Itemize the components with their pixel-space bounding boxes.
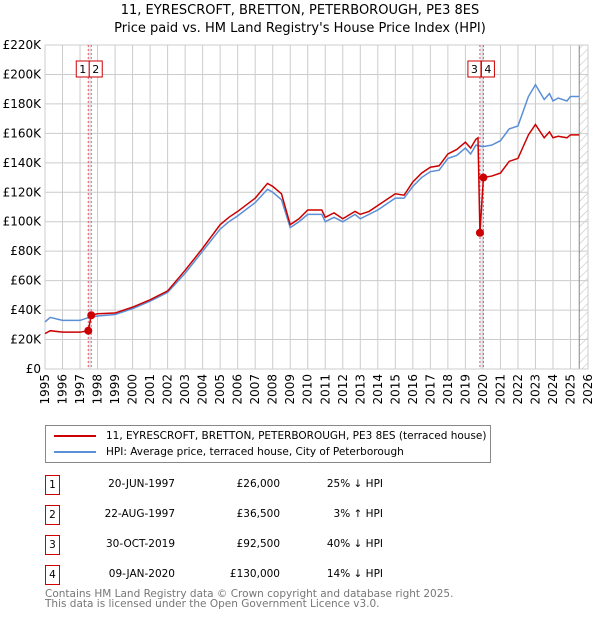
x-tick-label: 2002 (161, 374, 175, 405)
sale-marker-number: 2 (45, 505, 60, 525)
x-tick-label: 2018 (441, 374, 455, 405)
sale-date: 20-JUN-1997 (108, 478, 175, 490)
sale-hpi-diff: 40% ↓ HPI (326, 538, 383, 550)
sale-band (88, 45, 92, 369)
footer: Contains HM Land Registry data © Crown c… (45, 588, 454, 610)
sale-label-box (467, 60, 482, 78)
sale-hpi-diff: 14% ↓ HPI (326, 568, 383, 580)
sale-marker-number: 1 (45, 475, 60, 495)
sale-label: 3 (471, 63, 478, 76)
sale-marker-number: 3 (45, 535, 60, 555)
y-tick-label: £20K (10, 333, 42, 347)
sale-date: 22-AUG-1997 (104, 508, 175, 520)
projection-hatch (579, 45, 588, 369)
chart-subtitle: Price paid vs. HM Land Registry's House … (114, 21, 486, 36)
x-tick-label: 2021 (493, 374, 507, 405)
x-tick-label: 2009 (283, 374, 297, 405)
y-tick-label: £180K (3, 97, 43, 111)
legend-blue-line (54, 451, 96, 453)
x-tick-label: 2008 (266, 374, 280, 405)
x-tick-label: 1999 (108, 374, 122, 405)
y-tick-label: £140K (3, 156, 43, 170)
legend-red-line (54, 435, 96, 437)
sale-label-box (88, 60, 103, 78)
legend: 11, EYRESCROFT, BRETTON, PETERBOROUGH, P… (45, 425, 491, 463)
y-tick-label: £120K (3, 185, 43, 199)
x-tick-label: 2000 (126, 374, 140, 405)
sale-point (479, 173, 488, 182)
legend-property: 11, EYRESCROFT, BRETTON, PETERBOROUGH, P… (106, 430, 487, 442)
x-tick-label: 1997 (73, 374, 87, 405)
sale-hpi-diff: 3% ↑ HPI (333, 508, 383, 520)
x-tick-label: 2014 (371, 374, 385, 405)
x-tick-label: 1998 (91, 374, 105, 405)
x-tick-label: 2019 (458, 374, 472, 405)
sale-date: 30-OCT-2019 (106, 538, 175, 550)
y-tick-label: £160K (3, 126, 43, 140)
series-line (44, 83, 580, 323)
y-tick-label: £40K (10, 303, 42, 317)
legend-hpi: HPI: Average price, terraced house, City… (106, 446, 404, 458)
price-chart: £0 £20K £40K £60K £80K £100K £120K £140K £160K £1… (3, 38, 595, 405)
sale-label-box (480, 60, 495, 78)
sale-row: 2 22-AUG-1997 £36,500 3% ↑ HPI (45, 505, 405, 525)
sale-point (475, 228, 484, 237)
series-line (44, 123, 580, 335)
sale-date: 09-JAN-2020 (108, 568, 175, 580)
sale-label: 4 (484, 63, 491, 76)
y-tick-label: £220K (3, 38, 43, 52)
y-tick-label: £80K (10, 244, 42, 258)
x-tick-label: 2023 (528, 374, 542, 405)
plot-border (44, 44, 589, 370)
x-tick-label: 2001 (143, 374, 157, 405)
x-tick-label: 2006 (231, 374, 245, 405)
x-tick-label: 2024 (546, 374, 560, 405)
x-tick-label: 2025 (563, 374, 577, 405)
x-tick-label: 1995 (38, 374, 52, 405)
x-tick-label: 2007 (248, 374, 262, 405)
sale-label: 1 (79, 63, 86, 76)
chart-title: 11, EYRESCROFT, BRETTON, PETERBOROUGH, P… (120, 3, 480, 18)
x-tick-label: 2026 (581, 374, 595, 405)
x-tick-label: 2016 (406, 374, 420, 405)
x-tick-label: 2020 (476, 374, 490, 405)
y-tick-label: £200K (3, 67, 43, 81)
x-tick-label: 2015 (388, 374, 402, 405)
footer-line1: Contains HM Land Registry data © Crown c… (45, 588, 454, 600)
y-tick-label: £0 (26, 362, 41, 376)
sale-price: £36,500 (236, 508, 280, 520)
x-tick-label: 2005 (213, 374, 227, 405)
sale-row: 4 09-JAN-2020 £130,000 14% ↓ HPI (45, 565, 405, 585)
x-tick-label: 1996 (56, 374, 70, 405)
x-tick-label: 2004 (196, 374, 210, 405)
x-tick-label: 2012 (336, 374, 350, 405)
sale-marker-number: 4 (45, 565, 60, 585)
sale-row: 3 30-OCT-2019 £92,500 40% ↓ HPI (45, 535, 405, 555)
sale-point (84, 326, 93, 335)
sale-point (87, 311, 96, 320)
sale-price: £26,000 (236, 478, 280, 490)
x-tick-label: 2003 (178, 374, 192, 405)
y-tick-label: £60K (10, 274, 42, 288)
sale-label: 2 (92, 63, 99, 76)
sale-price: £130,000 (229, 568, 280, 580)
sale-row: 1 20-JUN-1997 £26,000 25% ↓ HPI (45, 475, 405, 495)
x-tick-label: 2022 (511, 374, 525, 405)
footer-line2: This data is licensed under the Open Gov… (45, 598, 380, 610)
x-tick-label: 2011 (318, 374, 332, 405)
sale-hpi-diff: 25% ↓ HPI (326, 478, 383, 490)
x-tick-label: 2010 (301, 374, 315, 405)
sale-price: £92,500 (236, 538, 280, 550)
y-tick-label: £100K (3, 215, 43, 229)
x-tick-label: 2017 (423, 374, 437, 405)
x-tick-label: 2013 (353, 374, 367, 405)
